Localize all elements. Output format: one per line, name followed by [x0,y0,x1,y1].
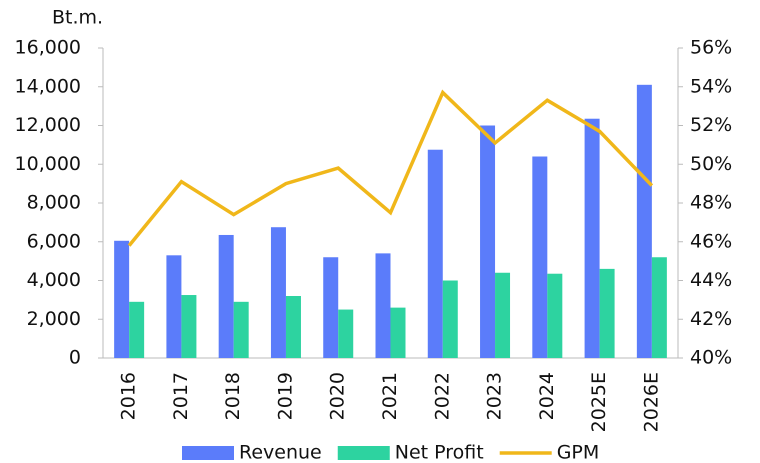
y2-tick-label: 48% [690,192,732,214]
x-tick-label: 2025E [588,372,610,432]
x-tick-label: 2021 [379,372,401,420]
bar [390,307,406,358]
y2-tick-label: 50% [690,153,732,175]
bar [270,227,286,358]
x-tick-label: 2026E [640,372,662,432]
bar [442,280,458,358]
y-tick-label: 6,000 [27,230,81,252]
bar [636,84,652,358]
x-tick-label: 2023 [484,372,506,420]
legend-swatch [182,446,234,460]
y-tick-label: 0 [69,347,81,369]
y-tick-label: 14,000 [15,75,81,97]
line [127,89,654,247]
legend-label: Net Profit [395,442,484,463]
y-unit-label: Bt.m. [52,7,103,29]
bar [181,295,197,358]
bar [323,257,339,358]
bar [375,253,391,358]
bar [584,118,600,358]
x-tick-label: 2016 [118,372,140,420]
y-tick-label: 8,000 [27,192,81,214]
bar [495,272,511,358]
y2-tick-label: 46% [690,230,732,252]
x-tick-label: 2019 [274,372,296,420]
bar [532,156,548,358]
bar [129,301,145,358]
bar [480,125,496,358]
bar [651,257,667,358]
bar [338,309,354,358]
y2-tick-label: 44% [690,269,732,291]
x-tick-label: 2018 [222,372,244,420]
y2-tick-label: 54% [690,75,732,97]
x-tick-label: 2022 [431,372,453,420]
y2-tick-label: 56% [690,37,732,59]
y-tick-label: 16,000 [15,37,81,59]
bar [547,273,563,358]
bar [114,240,130,358]
x-tick-label: 2017 [170,372,192,420]
y-tick-label: 12,000 [15,114,81,136]
bar [427,149,443,358]
y-tick-label: 10,000 [15,153,81,175]
y-tick-label: 4,000 [27,269,81,291]
x-tick-label: 2020 [327,372,349,420]
legend-label: Revenue [239,442,322,463]
x-tick-label: 2024 [536,372,558,420]
y2-tick-label: 52% [690,114,732,136]
y2-tick-label: 40% [690,347,732,369]
bar [218,234,234,358]
bar [285,296,301,358]
bar [233,301,249,358]
legend-label: GPM [557,442,600,463]
y2-tick-label: 42% [690,308,732,330]
bar [166,255,182,358]
legend-swatch [337,446,390,460]
y-tick-label: 2,000 [27,308,81,330]
bar [599,268,615,358]
